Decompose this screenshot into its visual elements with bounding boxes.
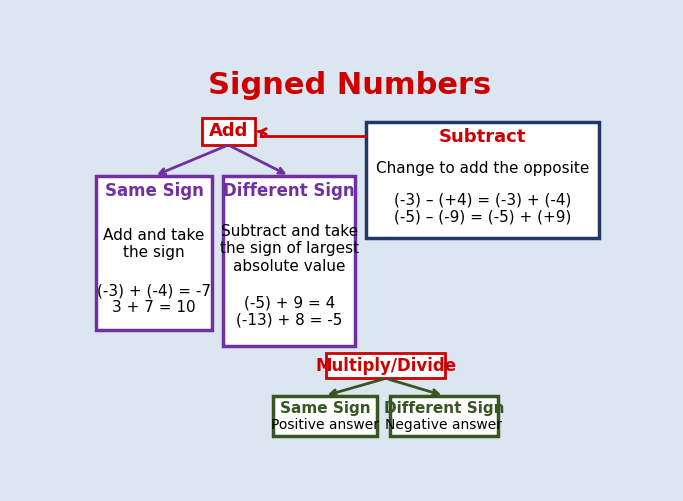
Text: Negative answer: Negative answer bbox=[385, 418, 503, 432]
Text: Change to add the opposite: Change to add the opposite bbox=[376, 161, 589, 176]
Text: Subtract and take
the sign of largest
absolute value: Subtract and take the sign of largest ab… bbox=[220, 224, 359, 274]
FancyBboxPatch shape bbox=[96, 176, 212, 330]
FancyBboxPatch shape bbox=[202, 118, 255, 145]
FancyBboxPatch shape bbox=[366, 122, 599, 237]
Text: Positive answer: Positive answer bbox=[271, 418, 379, 432]
Text: Subtract: Subtract bbox=[438, 128, 526, 146]
Text: Same Sign: Same Sign bbox=[104, 181, 204, 199]
FancyBboxPatch shape bbox=[326, 353, 445, 378]
Text: (-5) + 9 = 4
(-13) + 8 = -5: (-5) + 9 = 4 (-13) + 8 = -5 bbox=[236, 296, 342, 328]
Text: Add and take
the sign: Add and take the sign bbox=[104, 227, 205, 260]
FancyBboxPatch shape bbox=[390, 396, 499, 436]
Text: (-3) + (-4) = -7
3 + 7 = 10: (-3) + (-4) = -7 3 + 7 = 10 bbox=[97, 283, 211, 316]
Text: Multiply/Divide: Multiply/Divide bbox=[315, 357, 456, 375]
Text: Same Sign: Same Sign bbox=[279, 401, 370, 416]
FancyBboxPatch shape bbox=[273, 396, 376, 436]
FancyBboxPatch shape bbox=[223, 176, 355, 346]
Text: (-3) – (+4) = (-3) + (-4)
(-5) – (-9) = (-5) + (+9): (-3) – (+4) = (-3) + (-4) (-5) – (-9) = … bbox=[393, 192, 571, 225]
Text: Add: Add bbox=[208, 122, 248, 140]
Text: Different Sign: Different Sign bbox=[223, 181, 355, 199]
Text: Signed Numbers: Signed Numbers bbox=[208, 71, 492, 100]
Text: Different Sign: Different Sign bbox=[384, 401, 504, 416]
